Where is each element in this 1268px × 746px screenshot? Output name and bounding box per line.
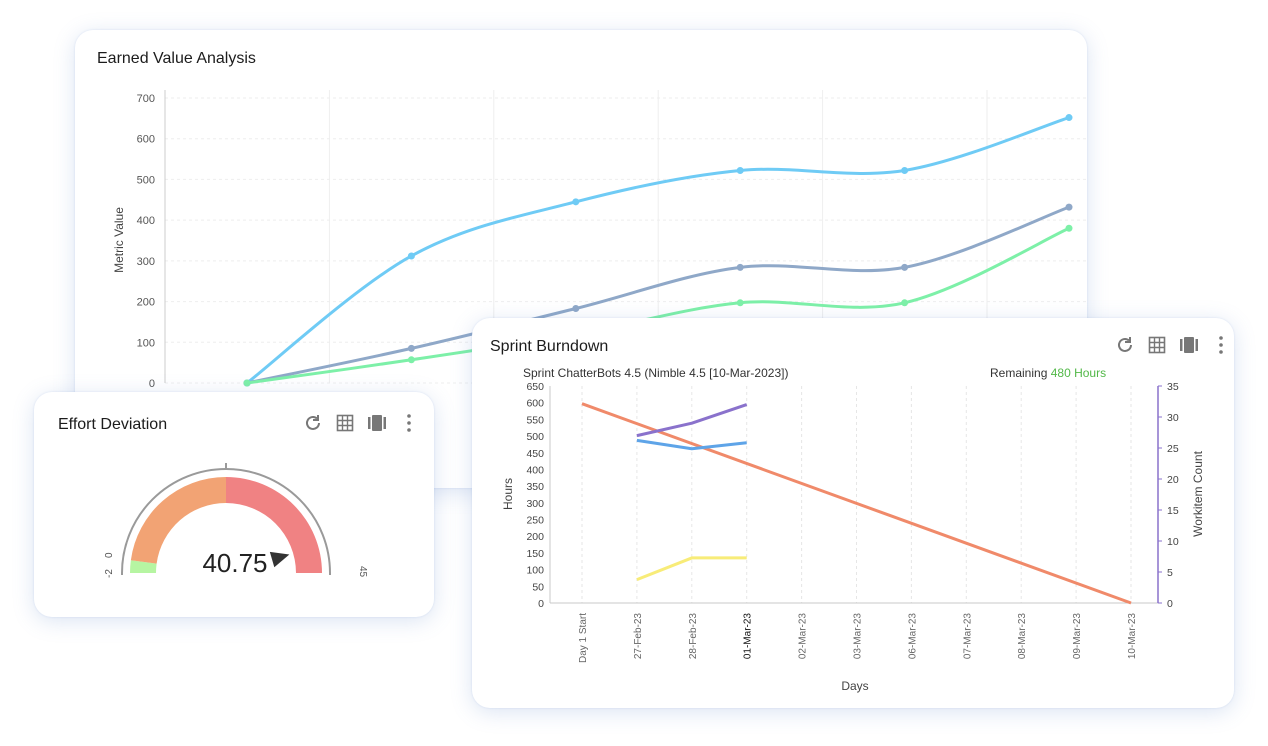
y-tick-label: 650 (526, 381, 544, 393)
series-line (246, 205, 1070, 385)
y2-tick-label: 0 (1167, 598, 1173, 610)
refresh-icon[interactable] (302, 412, 324, 434)
y-tick-label: 100 (526, 565, 544, 577)
y-tick-label: 0 (149, 378, 155, 390)
gauge-band (130, 560, 157, 573)
data-point (901, 263, 909, 271)
y-tick-label: 300 (137, 256, 155, 268)
series-line (636, 403, 748, 438)
x-tick-label: 28-Feb-23 (688, 613, 699, 660)
data-point (407, 344, 415, 352)
gauge-value: 40.75 (202, 548, 267, 578)
more-icon[interactable] (398, 412, 420, 434)
sprint-burndown-title: Sprint Burndown (490, 338, 609, 355)
refresh-icon[interactable] (1114, 334, 1136, 356)
y2-tick-label: 15 (1167, 505, 1179, 517)
columns-icon[interactable] (366, 412, 388, 434)
series-line (636, 556, 747, 582)
remaining-summary: Remaining 480 Hours (990, 366, 1106, 380)
effort-deviation-title: Effort Deviation (58, 416, 168, 433)
data-point (736, 263, 744, 271)
gauge-band (226, 477, 322, 573)
x-tick-label: 07-Mar-23 (962, 613, 973, 660)
y-tick-label: 450 (526, 448, 544, 460)
y-axis-label: Metric Value (112, 207, 126, 273)
series-line (246, 226, 1070, 385)
x-tick-label: 02-Mar-23 (798, 613, 809, 660)
y2-tick-label: 35 (1167, 381, 1179, 393)
y2-tick-label: 20 (1167, 474, 1179, 486)
table-icon[interactable] (334, 412, 356, 434)
y-tick-label: 400 (137, 215, 155, 227)
earned-value-title: Earned Value Analysis (97, 50, 256, 67)
y-tick-label: 500 (137, 174, 155, 186)
effort-gauge: 40.75 -2 0 45 (104, 463, 368, 578)
x-tick-label: 01-Mar-23 (743, 613, 754, 660)
x-axis-label: Days (841, 679, 868, 693)
y-tick-label: 50 (532, 581, 544, 593)
series-line (636, 438, 747, 451)
sprint-subtitle: Sprint ChatterBots 4.5 (Nimble 4.5 [10-M… (523, 366, 789, 380)
x-tick-label: 08-Mar-23 (1017, 613, 1028, 660)
y-tick-label: 0 (538, 598, 544, 610)
y-tick-label: 300 (526, 498, 544, 510)
table-icon[interactable] (1146, 334, 1168, 356)
y-tick-label: 250 (526, 515, 544, 527)
series-line (246, 116, 1070, 385)
effort-deviation-card: Effort Deviation 40.75 -2 0 45 (34, 392, 434, 617)
data-point (901, 299, 909, 307)
y-tick-label: 600 (526, 398, 544, 410)
x-tick-label: 10-Mar-23 (1127, 613, 1138, 660)
y-tick-label: 400 (526, 464, 544, 476)
y-tick-label: 700 (137, 93, 155, 105)
y-tick-label: 600 (137, 134, 155, 146)
y2-axis-label: Workitem Count (1191, 450, 1205, 536)
data-point (901, 166, 909, 174)
data-point (243, 379, 251, 387)
data-point (1065, 224, 1073, 232)
data-point (407, 252, 415, 260)
y-tick-label: 200 (137, 297, 155, 309)
y2-tick-label: 10 (1167, 536, 1179, 548)
remaining-label: Remaining (990, 366, 1048, 380)
y-tick-label: 500 (526, 431, 544, 443)
gauge-needle (269, 551, 290, 568)
x-tick-label: 09-Mar-23 (1072, 613, 1083, 660)
gauge-min-label: -2 (104, 569, 115, 578)
data-point (1065, 114, 1073, 122)
gauge-outline (121, 468, 331, 575)
columns-icon[interactable] (1178, 334, 1200, 356)
data-point (1065, 203, 1073, 211)
y-tick-label: 150 (526, 548, 544, 560)
y2-tick-label: 5 (1167, 567, 1173, 579)
data-point (407, 356, 415, 364)
y-tick-label: 200 (526, 531, 544, 543)
x-tick-label: 27-Feb-23 (633, 613, 644, 660)
y2-tick-label: 30 (1167, 412, 1179, 424)
gauge-max-label: 45 (357, 566, 368, 578)
series-line (581, 402, 1132, 605)
remaining-value: 480 Hours (1050, 366, 1107, 380)
x-tick-label: Day 1 Start (578, 613, 589, 663)
y-tick-label: 100 (137, 337, 155, 349)
data-point (736, 166, 744, 174)
gauge-zero-label: 0 (104, 552, 115, 558)
sprint-burndown-card: Sprint Burndown Sprint ChatterBots 4.5 (… (472, 318, 1234, 708)
data-point (572, 304, 580, 312)
data-point (736, 299, 744, 307)
more-icon[interactable] (1210, 334, 1232, 356)
x-tick-label: 03-Mar-23 (853, 613, 864, 660)
y-axis-label: Hours (501, 478, 515, 510)
y-tick-label: 550 (526, 414, 544, 426)
data-point (572, 198, 580, 206)
gauge-band (130, 477, 226, 564)
sprint-burndown-chart: Day 1 Start 27-Feb-23 28-Feb-23 01-Mar-23 02… (501, 381, 1205, 693)
y-tick-label: 350 (526, 481, 544, 493)
x-tick-label: 06-Mar-23 (907, 613, 918, 660)
y2-tick-label: 25 (1167, 443, 1179, 455)
